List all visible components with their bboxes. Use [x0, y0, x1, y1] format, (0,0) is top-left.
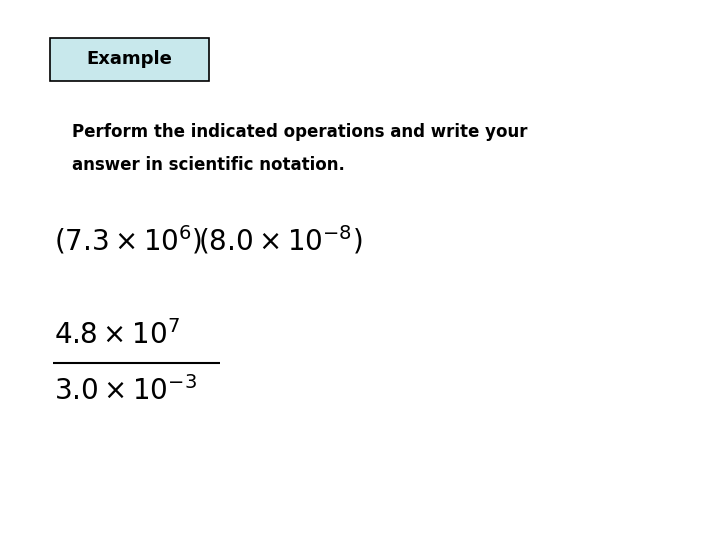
Text: $3.0\times10^{-3}$: $3.0\times10^{-3}$ [54, 376, 197, 407]
Text: Perform the indicated operations and write your: Perform the indicated operations and wri… [72, 123, 528, 141]
FancyBboxPatch shape [50, 38, 209, 81]
Text: Example: Example [86, 50, 173, 69]
Text: $4.8\times10^{7}$: $4.8\times10^{7}$ [54, 320, 180, 350]
Text: $\left(7.3\times10^{6}\right)\!\left(8.0\times10^{-8}\right)$: $\left(7.3\times10^{6}\right)\!\left(8.0… [54, 224, 362, 256]
Text: answer in scientific notation.: answer in scientific notation. [72, 156, 345, 174]
